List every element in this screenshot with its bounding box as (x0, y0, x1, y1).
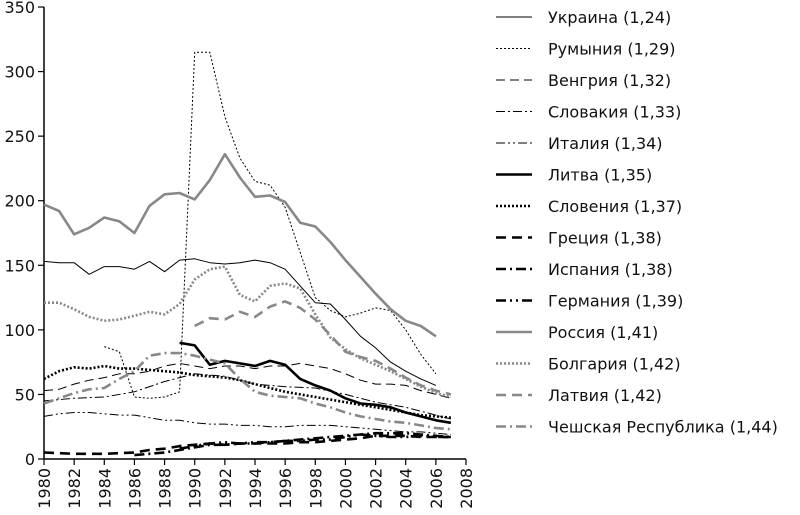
legend-label: Германия (1,39) (548, 292, 683, 311)
series-lines (43, 51, 452, 457)
legend-label: Словения (1,37) (548, 197, 682, 216)
y-tick-label: 300 (4, 63, 35, 82)
legend-label: Румыния (1,29) (548, 40, 676, 59)
y-tick-label: 150 (4, 256, 35, 275)
series-line-7 (43, 434, 451, 456)
x-tick-label: 1984 (95, 468, 114, 509)
y-tick-label: 200 (4, 192, 35, 211)
x-tick-label: 1988 (156, 468, 175, 509)
series-line-6 (43, 364, 452, 419)
series-line-10 (43, 152, 437, 338)
x-tick-label: 1986 (125, 468, 144, 509)
x-tick-label: 1992 (216, 468, 235, 509)
legend-label: Украина (1,24) (548, 8, 671, 27)
legend-label: Венгрия (1,32) (548, 71, 671, 90)
legend: Украина (1,24) Румыния (1,29) Венгрия (1,3… (496, 8, 778, 437)
x-axis-ticks: 1980 1982 1984 1986 1988 1990 1992 1994 1996 1998… (35, 459, 476, 509)
legend-label: Греция (1,38) (548, 229, 662, 248)
x-tick-label: 2004 (397, 468, 416, 509)
x-tick-label: 2006 (427, 468, 446, 509)
series-line-8 (134, 431, 452, 457)
series-line-13 (43, 351, 452, 431)
x-tick-label: 1996 (276, 468, 295, 509)
y-tick-label: 0 (25, 450, 35, 469)
x-tick-label: 1980 (35, 468, 54, 509)
x-tick-label: 2002 (367, 468, 386, 509)
y-axis-ticks: 0 50 100 150 200 250 300 350 (4, 0, 44, 469)
legend-label: Болгария (1,42) (548, 355, 681, 374)
series-line-1 (104, 51, 437, 399)
x-tick-label: 1990 (186, 468, 205, 509)
y-tick-label: 50 (15, 385, 35, 404)
series-line-4 (43, 412, 451, 435)
series-line-3 (43, 373, 452, 420)
legend-label: Испания (1,38) (548, 260, 673, 279)
x-tick-label: 1982 (65, 468, 84, 509)
legend-label: Чешская Республика (1,44) (548, 418, 778, 437)
legend-label: Литва (1,35) (548, 166, 652, 185)
y-tick-label: 350 (4, 0, 35, 17)
legend-label: Латвия (1,42) (548, 386, 662, 405)
y-tick-label: 250 (4, 127, 35, 146)
legend-label: Италия (1,34) (548, 134, 663, 153)
legend-label: Россия (1,41) (548, 323, 658, 342)
x-tick-label: 1994 (246, 468, 265, 509)
series-line-12 (194, 300, 452, 396)
y-tick-label: 100 (4, 321, 35, 340)
x-tick-label: 1998 (306, 468, 325, 509)
legend-label: Словакия (1,33) (548, 103, 681, 122)
series-line-5 (179, 341, 452, 425)
series-line-0 (43, 258, 437, 386)
x-tick-label: 2008 (457, 468, 476, 509)
x-tick-label: 2000 (336, 468, 355, 509)
series-line-9 (179, 433, 451, 450)
